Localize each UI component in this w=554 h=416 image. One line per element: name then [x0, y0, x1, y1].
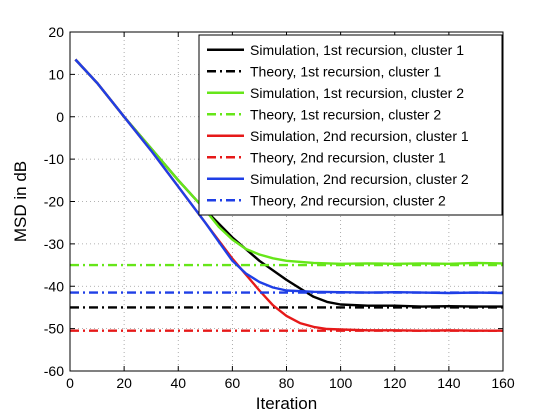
x-tick-label: 80 [279, 375, 295, 391]
y-axis-label: MSD in dB [11, 161, 30, 242]
legend-label-6: Theory, 2nd recursion, cluster 1 [250, 149, 446, 165]
legend-label-1: Simulation, 1st recursion, cluster 1 [250, 42, 464, 58]
y-tick-label: 10 [48, 66, 64, 82]
y-tick-label: 0 [56, 109, 64, 125]
y-tick-label: -10 [44, 151, 64, 167]
legend-label-7: Simulation, 2nd recursion, cluster 2 [250, 171, 469, 187]
legend-label-2: Theory, 1st recursion, cluster 1 [250, 63, 441, 79]
y-tick-label: -20 [44, 194, 64, 210]
x-tick-label: 20 [116, 375, 132, 391]
legend-label-4: Theory, 1st recursion, cluster 2 [250, 106, 441, 122]
series-line-3 [74, 58, 504, 265]
x-axis-label: Iteration [256, 394, 317, 413]
y-tick-label: -60 [44, 363, 64, 379]
y-tick-label: 20 [48, 24, 64, 40]
x-tick-label: 100 [329, 375, 353, 391]
legend-label-5: Simulation, 2nd recursion, cluster 1 [250, 128, 469, 144]
y-tick-label: -30 [44, 236, 64, 252]
x-tick-label: 60 [225, 375, 241, 391]
x-tick-label: 120 [383, 375, 407, 391]
legend-label-3: Simulation, 1st recursion, cluster 2 [250, 85, 464, 101]
legend-box [198, 34, 503, 216]
legend-label-8: Theory, 2nd recursion, cluster 2 [250, 192, 446, 208]
x-tick-label: 140 [437, 375, 461, 391]
y-tick-label: -50 [44, 321, 64, 337]
x-tick-label: 0 [66, 375, 74, 391]
x-tick-label: 40 [170, 375, 186, 391]
y-tick-label: -40 [44, 278, 64, 294]
x-tick-label: 160 [491, 375, 515, 391]
